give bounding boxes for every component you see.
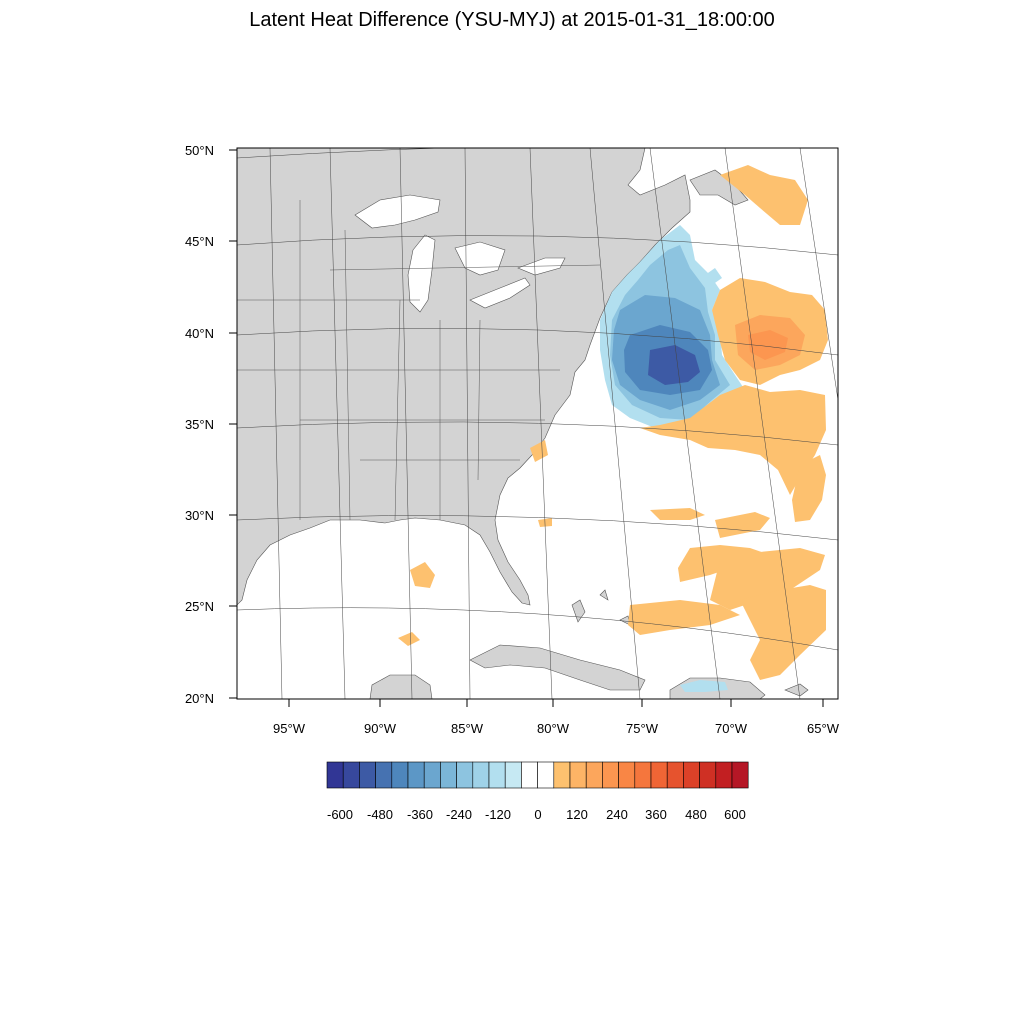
colorbar-box (488, 761, 506, 789)
colorbar-box (731, 761, 749, 789)
colorbar-box (407, 761, 425, 789)
colorbar-box (602, 761, 619, 789)
graticule (237, 148, 838, 699)
land-puerto-rico (784, 683, 809, 697)
latitude-axis: 50°N 45°N 40°N 35°N 30°N 25°N 20°N (185, 143, 237, 706)
colorbar-box (683, 761, 700, 789)
lake-ontario (517, 257, 566, 276)
colorbar-box (699, 761, 717, 789)
colorbar-box (423, 761, 441, 789)
colorbar-label: 240 (606, 807, 628, 822)
lon-label-65: 65°W (807, 721, 840, 736)
colorbar-label: 0 (534, 807, 541, 822)
colorbar-box (391, 761, 409, 789)
colorbar-label: -360 (407, 807, 433, 822)
lake-michigan (407, 234, 436, 313)
lon-label-95: 95°W (273, 721, 306, 736)
lon-label-90: 90°W (364, 721, 397, 736)
lat-label-50: 50°N (185, 143, 214, 158)
colorbar-box (342, 761, 360, 789)
colorbar-box (359, 761, 376, 789)
colorbar-label: 120 (566, 807, 588, 822)
colorbar-label: 360 (645, 807, 667, 822)
lat-label-25: 25°N (185, 599, 214, 614)
colorbar-box (326, 761, 344, 789)
colorbar-box (521, 761, 538, 789)
colorbar-labels: -600 -480 -360 -240 -120 0 120 240 360 4… (327, 807, 746, 822)
colorbar-box (569, 761, 587, 789)
lat-label-35: 35°N (185, 417, 214, 432)
colorbar-box (618, 761, 636, 789)
longitude-axis: 95°W 90°W 85°W 80°W 75°W 70°W 65°W (273, 699, 840, 736)
land-jamaica (575, 703, 605, 708)
lake-erie (469, 277, 531, 309)
colorbar-box (440, 761, 457, 789)
colorbar-box (553, 761, 571, 789)
colorbar-label: -480 (367, 807, 393, 822)
colorbar-label: -240 (446, 807, 472, 822)
colorbar-label: 480 (685, 807, 707, 822)
lon-label-85: 85°W (451, 721, 484, 736)
colorbar-box (537, 761, 555, 789)
colorbar-box (585, 761, 603, 789)
map-panel (237, 148, 838, 708)
colorbar-box (375, 761, 393, 789)
colorbar-box (472, 761, 490, 789)
colorbar-box (650, 761, 668, 789)
colorbar-box (456, 761, 474, 789)
negative-anomaly-region (600, 225, 745, 692)
land-maritimes (689, 169, 749, 206)
land-yucatan (369, 674, 433, 699)
lat-label-40: 40°N (185, 326, 214, 341)
land-cuba (469, 644, 646, 691)
state-borders (237, 200, 601, 521)
colorbar-label: 600 (724, 807, 746, 822)
strong-positive-core (735, 315, 805, 370)
colorbar-box (504, 761, 522, 789)
colorbar-box (715, 761, 733, 789)
colorbar-box (634, 761, 652, 789)
colorbar-label: -600 (327, 807, 353, 822)
lat-label-45: 45°N (185, 234, 214, 249)
map-title: Latent Heat Difference (YSU-MYJ) at 2015… (249, 9, 775, 31)
lat-label-20: 20°N (185, 691, 214, 706)
lake-superior (354, 194, 441, 229)
lon-label-80: 80°W (537, 721, 570, 736)
lat-label-30: 30°N (185, 508, 214, 523)
colorbar (326, 761, 749, 789)
colorbar-box (666, 761, 684, 789)
lon-label-75: 75°W (626, 721, 659, 736)
lon-label-70: 70°W (715, 721, 748, 736)
colorbar-label: -120 (485, 807, 511, 822)
